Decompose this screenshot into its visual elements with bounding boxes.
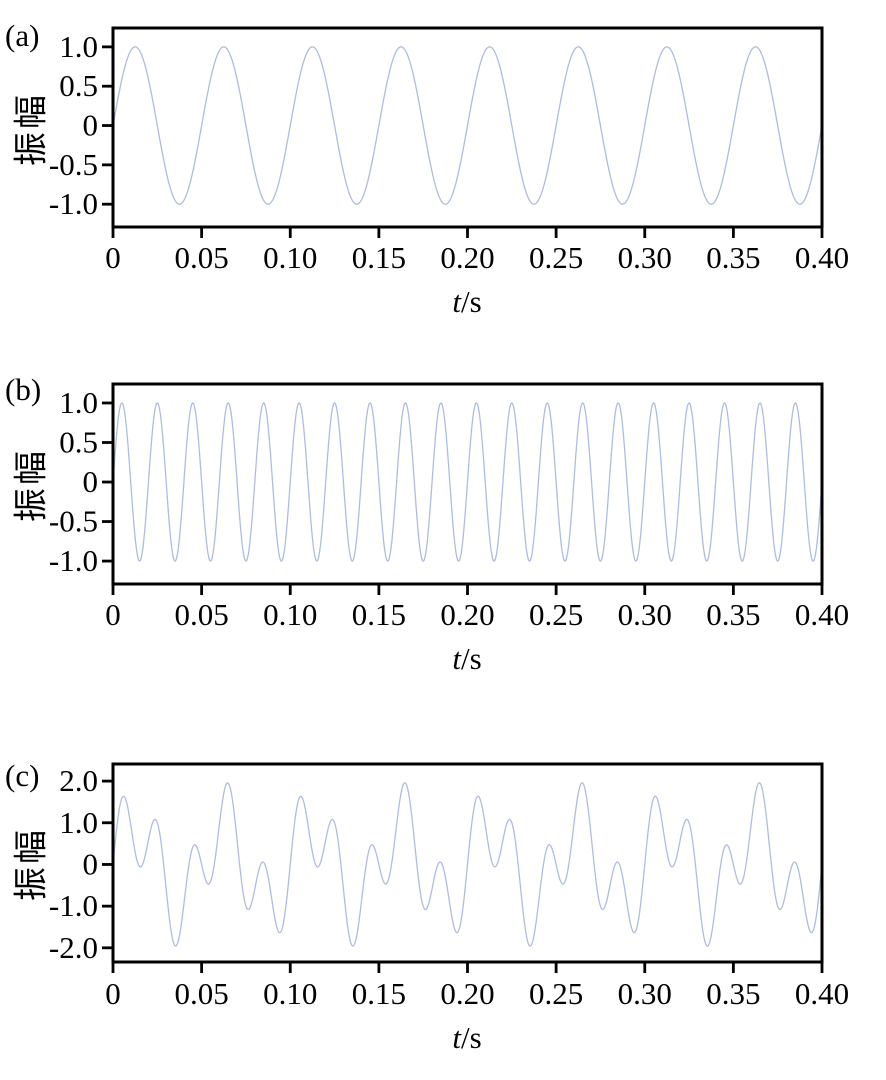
y-tick-label: 0.5	[59, 68, 98, 103]
x-tick-label: 0.35	[706, 976, 760, 1011]
x-tick-label: 0.40	[795, 240, 849, 275]
x-tick-label: 0.15	[352, 976, 406, 1011]
panel-(b): 0 0.05 0.10 0.15 0.20 0.25 0.30 0.35 0.40 1.0 0.5 0…	[49, 382, 849, 632]
panel-a-y-axis-title: 振幅	[13, 92, 51, 166]
x-tick-label: 0.05	[175, 597, 229, 632]
x-tick-label: 0	[105, 597, 121, 632]
x-tick-label: 0.30	[618, 976, 672, 1011]
y-tick-label: 2.0	[59, 763, 98, 798]
y-tick-label: -1.0	[49, 888, 98, 923]
x-tick-label: 0.40	[795, 597, 849, 632]
panel-c-y-axis-title: 振幅	[13, 827, 51, 901]
y-tick-label: -1.0	[49, 543, 98, 578]
x-tick-label: 0.35	[706, 597, 760, 632]
x-tick-label: 0	[105, 240, 121, 275]
y-tick-label: -2.0	[49, 930, 98, 965]
x-tick-label: 0.25	[529, 240, 583, 275]
panel-a-x-axis-unit: /s	[460, 284, 482, 319]
x-tick-label: 0.35	[706, 240, 760, 275]
y-tick-label: -0.5	[49, 147, 98, 182]
x-tick-label: 0.30	[618, 597, 672, 632]
waveform-line	[112, 402, 823, 562]
x-tick-label: 0.25	[529, 597, 583, 632]
x-tick-label: 0.25	[529, 976, 583, 1011]
panel-c-x-axis-variable: t	[452, 1020, 461, 1055]
panel-b-tag: (b)	[5, 372, 42, 407]
y-tick-label: 0	[83, 108, 99, 143]
x-tick-label: 0.15	[352, 597, 406, 632]
panel-(c): 0 0.05 0.10 0.15 0.20 0.25 0.30 0.35 0.40 2.0 1.0 0…	[49, 762, 849, 1011]
waveform-line	[112, 46, 823, 205]
x-tick-label: 0.10	[263, 976, 317, 1011]
panel-b-x-axis-unit: /s	[460, 641, 482, 676]
waveform-line	[112, 782, 823, 947]
x-tick-label: 0.10	[263, 240, 317, 275]
panel-b-x-axis-variable: t	[452, 641, 461, 676]
y-tick-label: 0	[83, 464, 99, 499]
x-tick-label: 0.05	[175, 976, 229, 1011]
y-tick-label: 1.0	[59, 385, 98, 420]
panel-a-x-axis-variable: t	[452, 284, 461, 319]
panel-c-tag: (c)	[5, 758, 40, 793]
x-tick-label: 0.05	[175, 240, 229, 275]
y-tick-label: 0.5	[59, 424, 98, 459]
y-tick-label: 0	[83, 846, 99, 881]
y-tick-label: 1.0	[59, 29, 98, 64]
x-tick-label: 0.40	[795, 976, 849, 1011]
x-tick-label: 0.20	[440, 240, 494, 275]
y-tick-label: -1.0	[49, 186, 98, 221]
x-tick-label: 0	[105, 976, 121, 1011]
x-tick-label: 0.20	[440, 597, 494, 632]
x-tick-label: 0.15	[352, 240, 406, 275]
panel-a-x-axis-title: t/s	[452, 283, 481, 321]
panel-a-tag: (a)	[5, 18, 40, 53]
panel-b-y-axis-title: 振幅	[13, 448, 51, 522]
y-tick-label: -0.5	[49, 504, 98, 539]
y-tick-label: 1.0	[59, 805, 98, 840]
x-tick-label: 0.30	[618, 240, 672, 275]
panel-c-x-axis-unit: /s	[460, 1020, 482, 1055]
x-tick-label: 0.10	[263, 597, 317, 632]
panel-c-x-axis-title: t/s	[452, 1019, 481, 1057]
panel-b-x-axis-title: t/s	[452, 640, 481, 678]
panel-(a): 0 0.05 0.10 0.15 0.20 0.25 0.30 0.35 0.40 1.0 0.5 0…	[49, 26, 849, 275]
x-tick-label: 0.20	[440, 976, 494, 1011]
